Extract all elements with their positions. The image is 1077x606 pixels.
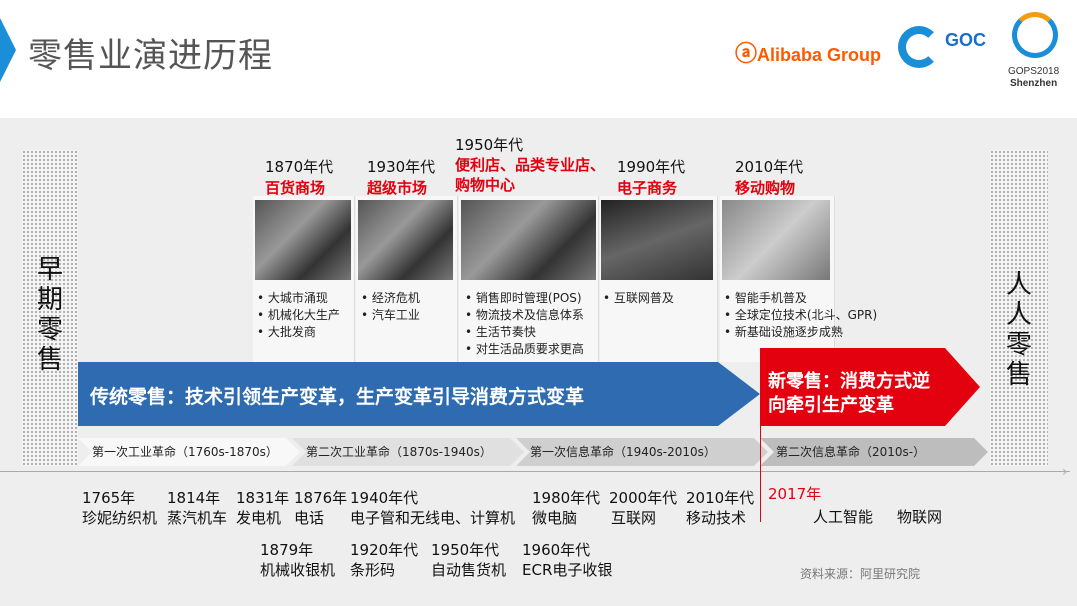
new-retail-arrow xyxy=(760,348,980,426)
revolution-1: 第一次工业革命（1760s-1870s） xyxy=(78,438,300,466)
era-1950: 1950年代 便利店、品类专业店、购物中心 xyxy=(455,136,606,194)
left-label: 早期零售 xyxy=(36,255,63,375)
era-1870: 1870年代 百货商场 xyxy=(265,158,334,197)
source-note: 资料来源：阿里研究院 xyxy=(800,567,921,581)
event: 1831年 发电机 xyxy=(236,489,290,527)
page-title: 零售业演进历程 xyxy=(28,36,273,76)
goc-logo-icon xyxy=(898,26,940,68)
traditional-retail-arrow xyxy=(78,362,760,426)
revolution-4: 第二次信息革命（2010s-） xyxy=(760,438,988,466)
era-2010-bullets: • 智能手机普及 • 全球定位技术(北斗、GPR) • 新基础设施逐步成熟 xyxy=(724,291,878,339)
future-item: 物联网 xyxy=(897,508,943,526)
event: 1980年代 微电脑 xyxy=(532,489,601,527)
era-1990: 1990年代 电子商务 xyxy=(617,158,686,197)
event: 1920年代 条形码 xyxy=(350,541,419,579)
era-1930-bullets: • 经济危机 • 汽车工业 xyxy=(361,291,420,322)
ecommerce-keyboard-image xyxy=(601,200,713,280)
timeline-axis xyxy=(0,471,1070,472)
era-1950-bullets: • 销售即时管理(POS) • 物流技术及信息体系 • 生活节奏快 • 对生活品质要求… xyxy=(465,291,584,356)
new-retail-text: 新零售：消费方式逆向牵引生产变革 xyxy=(768,371,930,416)
future-item: 人工智能 xyxy=(813,508,874,526)
gops-logo-icon xyxy=(1012,12,1058,58)
event: 1876年 电话 xyxy=(294,489,348,527)
traditional-retail-text: 传统零售：技术引领生产变革，生产变革引导消费方式变革 xyxy=(90,386,585,408)
event: 1960年代 ECR电子收银 xyxy=(522,541,613,579)
era-1870-bullets: • 大城市涌现 • 机械化大生产 • 大批发商 xyxy=(257,291,340,339)
department-store-image xyxy=(255,200,351,280)
gops-city: Shenzhen xyxy=(1009,78,1058,89)
era-1990-bullets: • 互联网普及 xyxy=(603,291,674,305)
axis-arrow-icon: › xyxy=(1062,464,1068,480)
event: 1879年 机械收银机 xyxy=(260,541,336,579)
shopping-mall-image xyxy=(461,200,596,280)
goc-logo-text: GOC xyxy=(945,30,987,50)
event: 1950年代 自动售货机 xyxy=(431,541,507,579)
left-panel xyxy=(22,150,78,466)
event: 1814年 蒸汽机车 xyxy=(167,489,228,527)
event: 1940年代 电子管和无线电、计算机 xyxy=(350,489,516,527)
event: 2010年代 移动技术 xyxy=(686,489,755,527)
right-label: 人人零售 xyxy=(1005,270,1032,390)
event: 1765年 珍妮纺织机 xyxy=(82,489,158,527)
gops-logo-text: GOPS2018 xyxy=(1008,66,1060,77)
supermarket-image xyxy=(358,200,453,280)
event: 2000年代 互联网 xyxy=(609,489,678,527)
right-panel xyxy=(990,150,1048,466)
header-accent xyxy=(0,18,16,82)
era-2010: 2010年代 移动购物 xyxy=(735,158,804,197)
mobile-shopping-image xyxy=(722,200,830,280)
future-year: 2017年 xyxy=(768,485,822,503)
2017-marker-line xyxy=(760,350,761,522)
era-1930: 1930年代 超级市场 xyxy=(367,158,436,197)
alibaba-logo: ⓐAlibaba Group xyxy=(735,41,882,66)
alibaba-logo-text: Alibaba Group xyxy=(757,45,882,65)
revolution-2: 第二次工业革命（1870s-1940s） xyxy=(292,438,524,466)
revolution-3: 第一次信息革命（1940s-2010s） xyxy=(516,438,768,466)
